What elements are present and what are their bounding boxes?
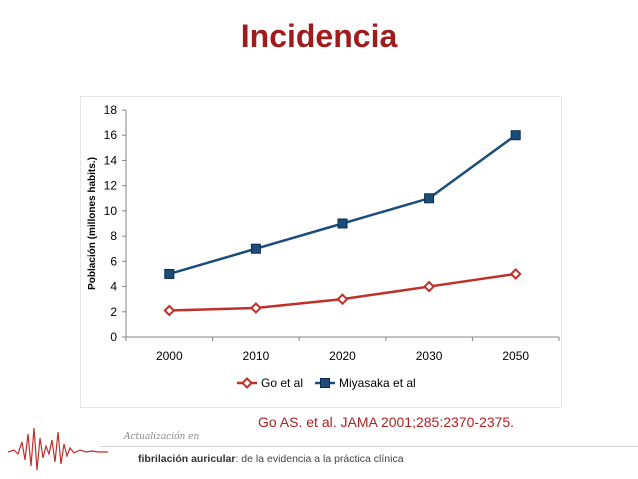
y-tick-label: 12	[104, 179, 118, 193]
data-point-miyasaka	[250, 243, 261, 254]
y-tick-label: 2	[110, 305, 117, 319]
y-tick-label: 10	[104, 204, 118, 218]
y-tick-label: 16	[104, 128, 118, 142]
footer-brand: Actualización en	[124, 432, 200, 442]
citation-text: Go AS. et al. JAMA 2001;285:2370-2375.	[258, 414, 515, 430]
x-tick-label: 2050	[502, 349, 529, 363]
legend-marker-miyasaka	[320, 378, 330, 388]
data-point-miyasaka	[164, 268, 175, 279]
chart-frame: 0 2 4 6 8 10 12 14 16 18 2000 2010 2020 2030 2050 Pobla…	[80, 96, 562, 408]
x-tick-label: 2020	[329, 349, 356, 363]
footer-subtitle-bold: fibrilación auricular	[138, 453, 236, 465]
data-point-miyasaka	[337, 218, 348, 229]
y-tick-label: 0	[110, 330, 117, 344]
data-point-miyasaka	[510, 130, 521, 141]
chart-legend: Go et al Miyasaka et al	[237, 376, 416, 390]
x-tick-label: 2030	[416, 349, 443, 363]
data-point-go	[249, 302, 262, 314]
footer-subtitle: fibrilación auricular: de la evidencia a…	[138, 453, 404, 465]
ecg-waveform-icon	[8, 427, 108, 471]
data-point-miyasaka	[424, 193, 435, 204]
footer-subtitle-rest: : de la evidencia a la práctica clínica	[235, 453, 404, 465]
y-tick-label: 14	[104, 153, 118, 167]
y-tick-label: 18	[104, 103, 118, 117]
y-tick-label: 8	[110, 229, 117, 243]
y-tick-label: 6	[110, 254, 117, 268]
x-tick-label: 2000	[156, 349, 183, 363]
legend-label-go: Go et al	[261, 376, 303, 390]
data-point-go	[336, 293, 349, 306]
data-point-go	[509, 268, 522, 280]
data-point-go	[163, 304, 176, 317]
footer-banner: Actualización en fibrilación auricular: …	[0, 420, 638, 479]
series-line-miyasaka	[168, 134, 517, 276]
y-tick-label: 4	[110, 280, 117, 294]
chart-series	[163, 130, 522, 317]
chart-axes: 0 2 4 6 8 10 12 14 16 18 2000 2010 2020 2030 2050 Pobla…	[87, 103, 560, 363]
line-chart: 0 2 4 6 8 10 12 14 16 18 2000 2010 2020 2030 2050 Pobla…	[87, 103, 560, 390]
y-axis-label: Población (millones habits.)	[87, 157, 98, 290]
x-tick-label: 2010	[243, 349, 270, 363]
footer-divider	[100, 446, 638, 447]
data-point-go	[423, 280, 436, 293]
legend-marker-go	[241, 377, 253, 389]
slide-title: Incidencia	[240, 18, 398, 54]
legend-label-miyasaka: Miyasaka et al	[339, 376, 416, 390]
